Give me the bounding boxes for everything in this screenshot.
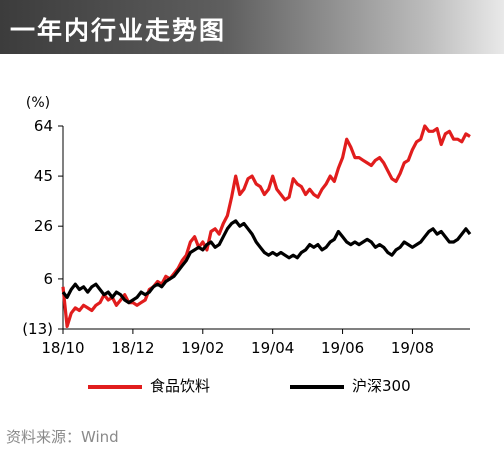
legend-swatch-food-beverage (88, 385, 142, 389)
series-lines (61, 124, 472, 328)
legend-item-hs300: 沪深300 (290, 374, 460, 398)
page-title: 一年内行业走势图 (10, 16, 227, 45)
x-tick-label: 19/08 (391, 339, 434, 357)
y-tick-labels: 64 45 26 6 (13) (22, 117, 53, 338)
legend-swatch-hs300 (290, 385, 344, 389)
title-bar: 一年内行业走势图 (0, 0, 504, 54)
x-tick-label: 19/04 (251, 339, 294, 357)
y-tick-label: 26 (34, 217, 53, 235)
legend-label-food-beverage: 食品饮料 (150, 377, 211, 395)
series-line-food-beverage (61, 124, 471, 328)
x-tick-label: 18/10 (41, 339, 84, 357)
x-tick-label: 18/12 (111, 339, 154, 357)
y-axis-label: (%) (26, 95, 50, 111)
x-tick-label: 19/06 (321, 339, 364, 357)
series-line-hs300 (61, 219, 472, 305)
y-tick-label: 6 (43, 270, 53, 288)
line-chart: (%) 64 45 26 6 (13) 18/10 18/12 19/02 19/04 19/0… (22, 95, 472, 357)
legend-label-hs300: 沪深300 (352, 377, 411, 395)
source-note: 资料来源：Wind (6, 428, 119, 446)
legend-item-food-beverage: 食品饮料 (88, 374, 258, 398)
y-tick-label: 45 (34, 167, 53, 185)
y-tick-label: 64 (34, 117, 53, 135)
x-tick-labels: 18/10 18/12 19/02 19/04 19/06 19/08 (41, 339, 434, 357)
x-tick-label: 19/02 (181, 339, 224, 357)
y-tick-label: (13) (22, 320, 53, 338)
axis-ticks (58, 125, 413, 334)
